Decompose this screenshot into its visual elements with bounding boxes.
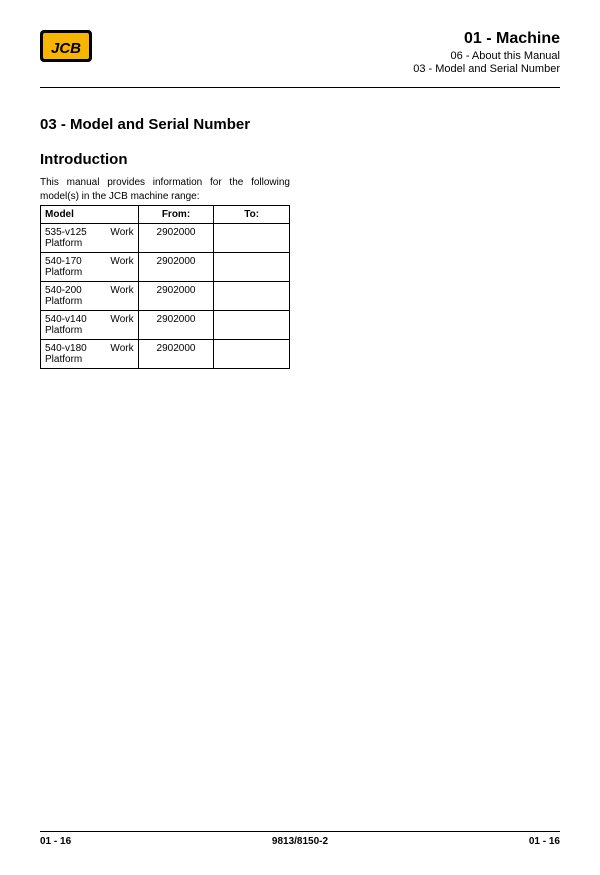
table-cell-from: 2902000 — [138, 282, 214, 311]
table-cell-model: 540-200 Work Platform — [41, 282, 139, 311]
table-row: 540-200 Work Platform2902000 — [41, 282, 290, 311]
table-row: 535-v125 Work Platform2902000 — [41, 224, 290, 253]
table-header-to: To: — [214, 206, 290, 224]
table-cell-from: 2902000 — [138, 311, 214, 340]
table-cell-model: 540-170 Work Platform — [41, 253, 139, 282]
table-row: 540-170 Work Platform2902000 — [41, 253, 290, 282]
table-row: 540-v180 Work Platform2902000 — [41, 340, 290, 369]
table-row: 540-v140 Work Platform2902000 — [41, 311, 290, 340]
table-cell-model: 540-v140 Work Platform — [41, 311, 139, 340]
table-cell-from: 2902000 — [138, 224, 214, 253]
header-title: 01 - Machine — [413, 30, 560, 48]
intro-paragraph: This manual provides information for the… — [40, 176, 290, 203]
footer-doc-number: 9813/8150-2 — [272, 836, 328, 847]
footer-page-right: 01 - 16 — [529, 836, 560, 847]
intro-heading: Introduction — [40, 151, 560, 168]
table-header-model: Model — [41, 206, 139, 224]
table-cell-model: 540-v180 Work Platform — [41, 340, 139, 369]
table-cell-to — [214, 340, 290, 369]
header-breadcrumb-2: 03 - Model and Serial Number — [413, 63, 560, 75]
svg-text:JCB: JCB — [51, 40, 81, 57]
table-cell-to — [214, 282, 290, 311]
table-cell-to — [214, 224, 290, 253]
table-cell-from: 2902000 — [138, 253, 214, 282]
table-cell-from: 2902000 — [138, 340, 214, 369]
footer-page-left: 01 - 16 — [40, 836, 71, 847]
table-cell-to — [214, 311, 290, 340]
footer-divider — [40, 831, 560, 832]
table-header-from: From: — [138, 206, 214, 224]
jcb-logo: JCB — [40, 30, 92, 67]
header-breadcrumb-1: 06 - About this Manual — [413, 50, 560, 62]
model-table: Model From: To: 535-v125 Work Platform29… — [40, 205, 290, 369]
table-cell-to — [214, 253, 290, 282]
section-heading: 03 - Model and Serial Number — [40, 116, 560, 133]
table-cell-model: 535-v125 Work Platform — [41, 224, 139, 253]
